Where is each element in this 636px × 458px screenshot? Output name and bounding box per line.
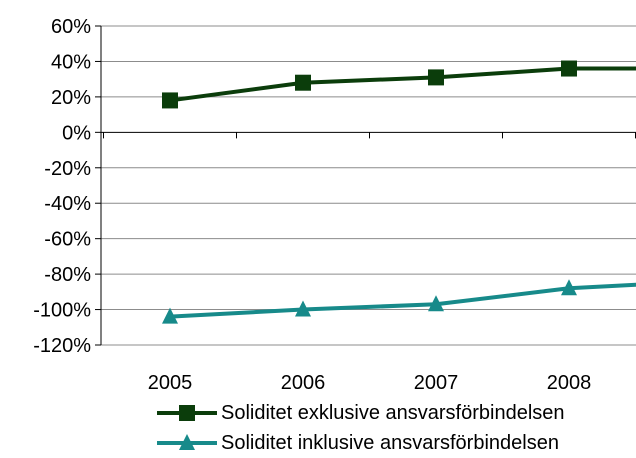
y-tick-label: -60% — [44, 229, 91, 251]
data-series — [162, 60, 636, 324]
y-tick-label: 40% — [51, 51, 91, 73]
data-point-series-2 — [295, 300, 311, 317]
data-point-series-2 — [428, 295, 444, 312]
x-tick-label: 2007 — [414, 372, 459, 394]
legend-swatch-series-2 — [157, 434, 217, 450]
legend-label-series-1: Soliditet exklusive ansvarsförbindelsen — [221, 401, 565, 424]
gridlines — [101, 25, 636, 346]
y-tick-label: -120% — [33, 335, 91, 357]
legend-item-series-2: Soliditet inklusive ansvarsförbindelsen — [155, 428, 565, 458]
x-axis-tick-labels: 2005 2006 2007 2008 — [148, 372, 592, 394]
y-tick-label: 20% — [51, 87, 91, 109]
data-point-series-2 — [561, 279, 577, 296]
y-tick-label: -20% — [44, 158, 91, 180]
y-tick-label: 60% — [51, 16, 91, 38]
legend-item-series-1: Soliditet exklusive ansvarsförbindelsen — [155, 398, 565, 428]
x-tick-label: 2008 — [547, 372, 592, 394]
y-tick-label: 0% — [62, 122, 91, 144]
legend-label-series-2: Soliditet inklusive ansvarsförbindelsen — [221, 431, 559, 454]
axes — [95, 25, 636, 346]
data-point-series-1 — [561, 60, 577, 77]
data-point-series-2 — [162, 307, 178, 324]
data-point-series-1 — [295, 74, 311, 91]
y-tick-label: -40% — [44, 193, 91, 215]
y-tick-label: -80% — [44, 264, 91, 286]
legend-swatch-series-1 — [157, 405, 217, 421]
data-point-series-1 — [428, 69, 444, 86]
data-point-series-1 — [162, 92, 178, 109]
y-axis-tick-labels: 60% 40% 20% 0% -20% -40% -60% -80% -100% -120% — [33, 16, 91, 357]
y-tick-label: -100% — [33, 300, 91, 322]
x-tick-label: 2006 — [281, 372, 326, 394]
legend: Soliditet exklusive ansvarsförbindelsen … — [155, 398, 565, 458]
x-tick-label: 2005 — [148, 372, 193, 394]
